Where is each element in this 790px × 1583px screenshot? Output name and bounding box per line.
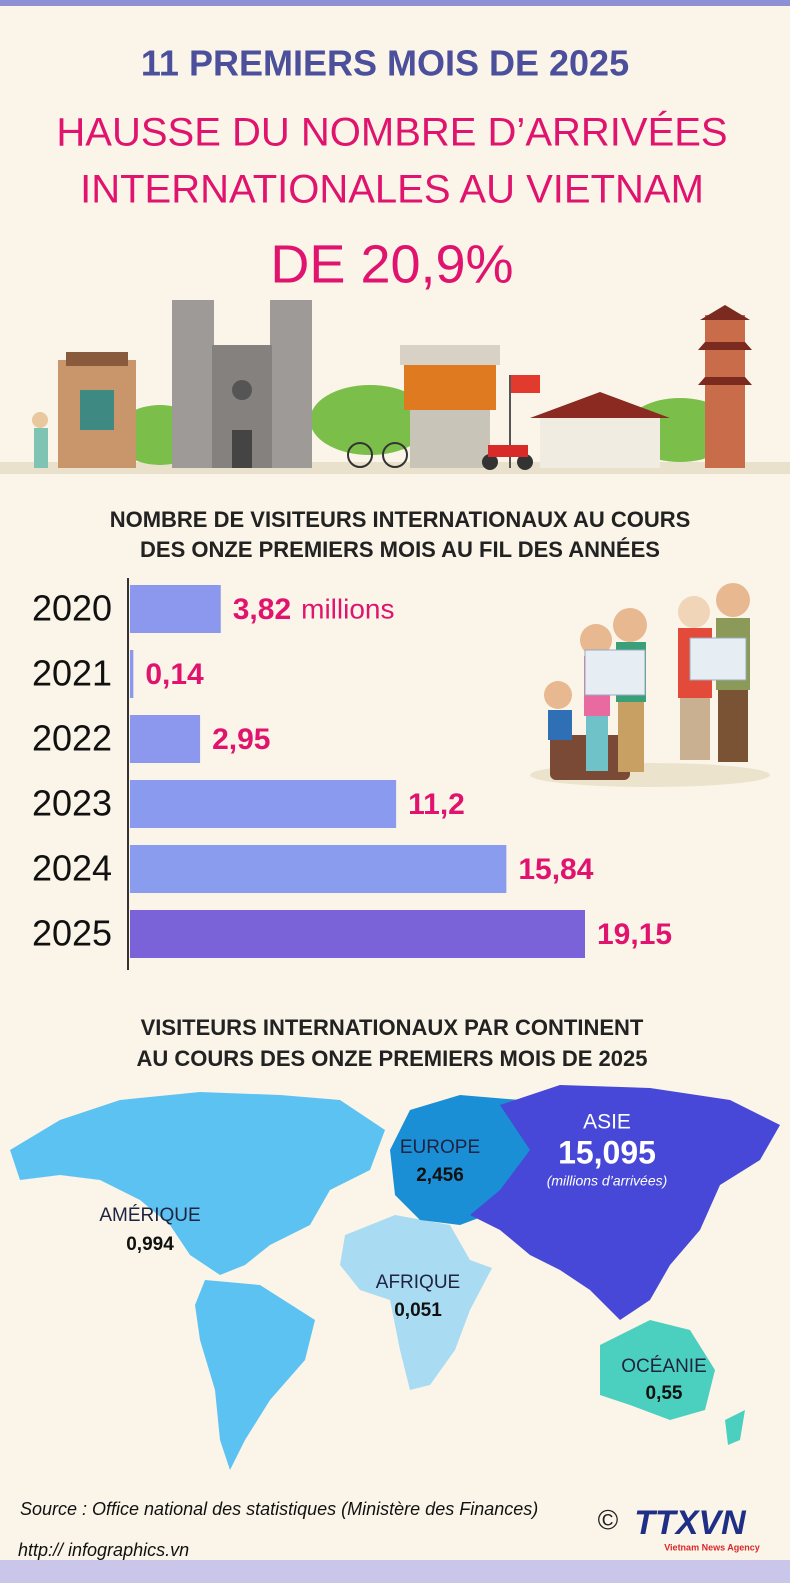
value-label: 0,14	[145, 658, 204, 691]
headline: HAUSSE DU NOMBRE D’ARRIVÉES	[56, 110, 727, 155]
region-name: OCÉANIE	[621, 1356, 707, 1377]
region-name: ASIE	[583, 1111, 631, 1134]
landmarks-illustration	[0, 300, 790, 474]
category-label: 2025	[32, 913, 112, 954]
top-border	[0, 0, 790, 6]
bar	[130, 845, 507, 893]
value-label: 15,84	[518, 853, 593, 886]
north-america	[10, 1092, 385, 1275]
category-label: 2023	[32, 783, 112, 824]
url[interactable]: http:// infographics.vn	[18, 1540, 189, 1560]
value-label: 19,15	[597, 918, 672, 951]
chart-title: NOMBRE DE VISITEURS INTERNATIONAUX AU CO…	[110, 507, 691, 532]
region-note: (millions d’arrivées)	[547, 1173, 668, 1189]
bar	[130, 780, 397, 828]
category-label: 2024	[32, 848, 112, 889]
logo: TTXVN	[634, 1504, 747, 1542]
chart-title: DES ONZE PREMIERS MOIS AU FIL DES ANNÉES	[140, 537, 660, 562]
world-map	[10, 1085, 780, 1470]
bar	[130, 910, 585, 958]
copyright: ©	[598, 1504, 619, 1535]
unit-label: millions	[301, 593, 394, 624]
travelers-illustration	[530, 583, 770, 787]
region-value: 0,051	[394, 1300, 442, 1321]
headline: INTERNATIONALES AU VIETNAM	[80, 168, 704, 212]
agency: Vietnam News Agency	[664, 1542, 760, 1552]
map-title: AU COURS DES ONZE PREMIERS MOIS DE 2025	[137, 1046, 648, 1071]
value-label: 11,2	[408, 788, 465, 821]
value-label: 3,82	[233, 593, 291, 626]
title: 11 PREMIERS MOIS DE 2025	[141, 43, 629, 84]
category-label: 2021	[32, 653, 112, 694]
bar	[130, 585, 221, 633]
region-value: 0,994	[126, 1234, 174, 1255]
region-value: 0,55	[646, 1383, 683, 1404]
bar	[130, 650, 134, 698]
africa	[340, 1215, 492, 1390]
asia	[470, 1085, 780, 1320]
source: Source : Office national des statistique…	[20, 1499, 538, 1519]
region-value: 2,456	[416, 1165, 464, 1186]
region-name: AFRIQUE	[376, 1272, 460, 1293]
highlight: DE 20,9%	[270, 234, 513, 294]
region-name: EUROPE	[400, 1137, 480, 1158]
south-america	[195, 1280, 315, 1470]
bar-chart: 2020 3,82 millions 2021 0,14 2022 2,95 2023 11,2…	[32, 578, 672, 970]
oceania	[600, 1320, 745, 1445]
value-label: 2,95	[212, 723, 270, 756]
category-label: 2020	[32, 588, 112, 629]
bar	[130, 715, 201, 763]
region-value: 15,095	[558, 1134, 656, 1170]
footer-bar	[0, 1560, 790, 1583]
region-name: AMÉRIQUE	[99, 1205, 200, 1226]
category-label: 2022	[32, 718, 112, 759]
map-title: VISITEURS INTERNATIONAUX PAR CONTINENT	[141, 1015, 644, 1040]
